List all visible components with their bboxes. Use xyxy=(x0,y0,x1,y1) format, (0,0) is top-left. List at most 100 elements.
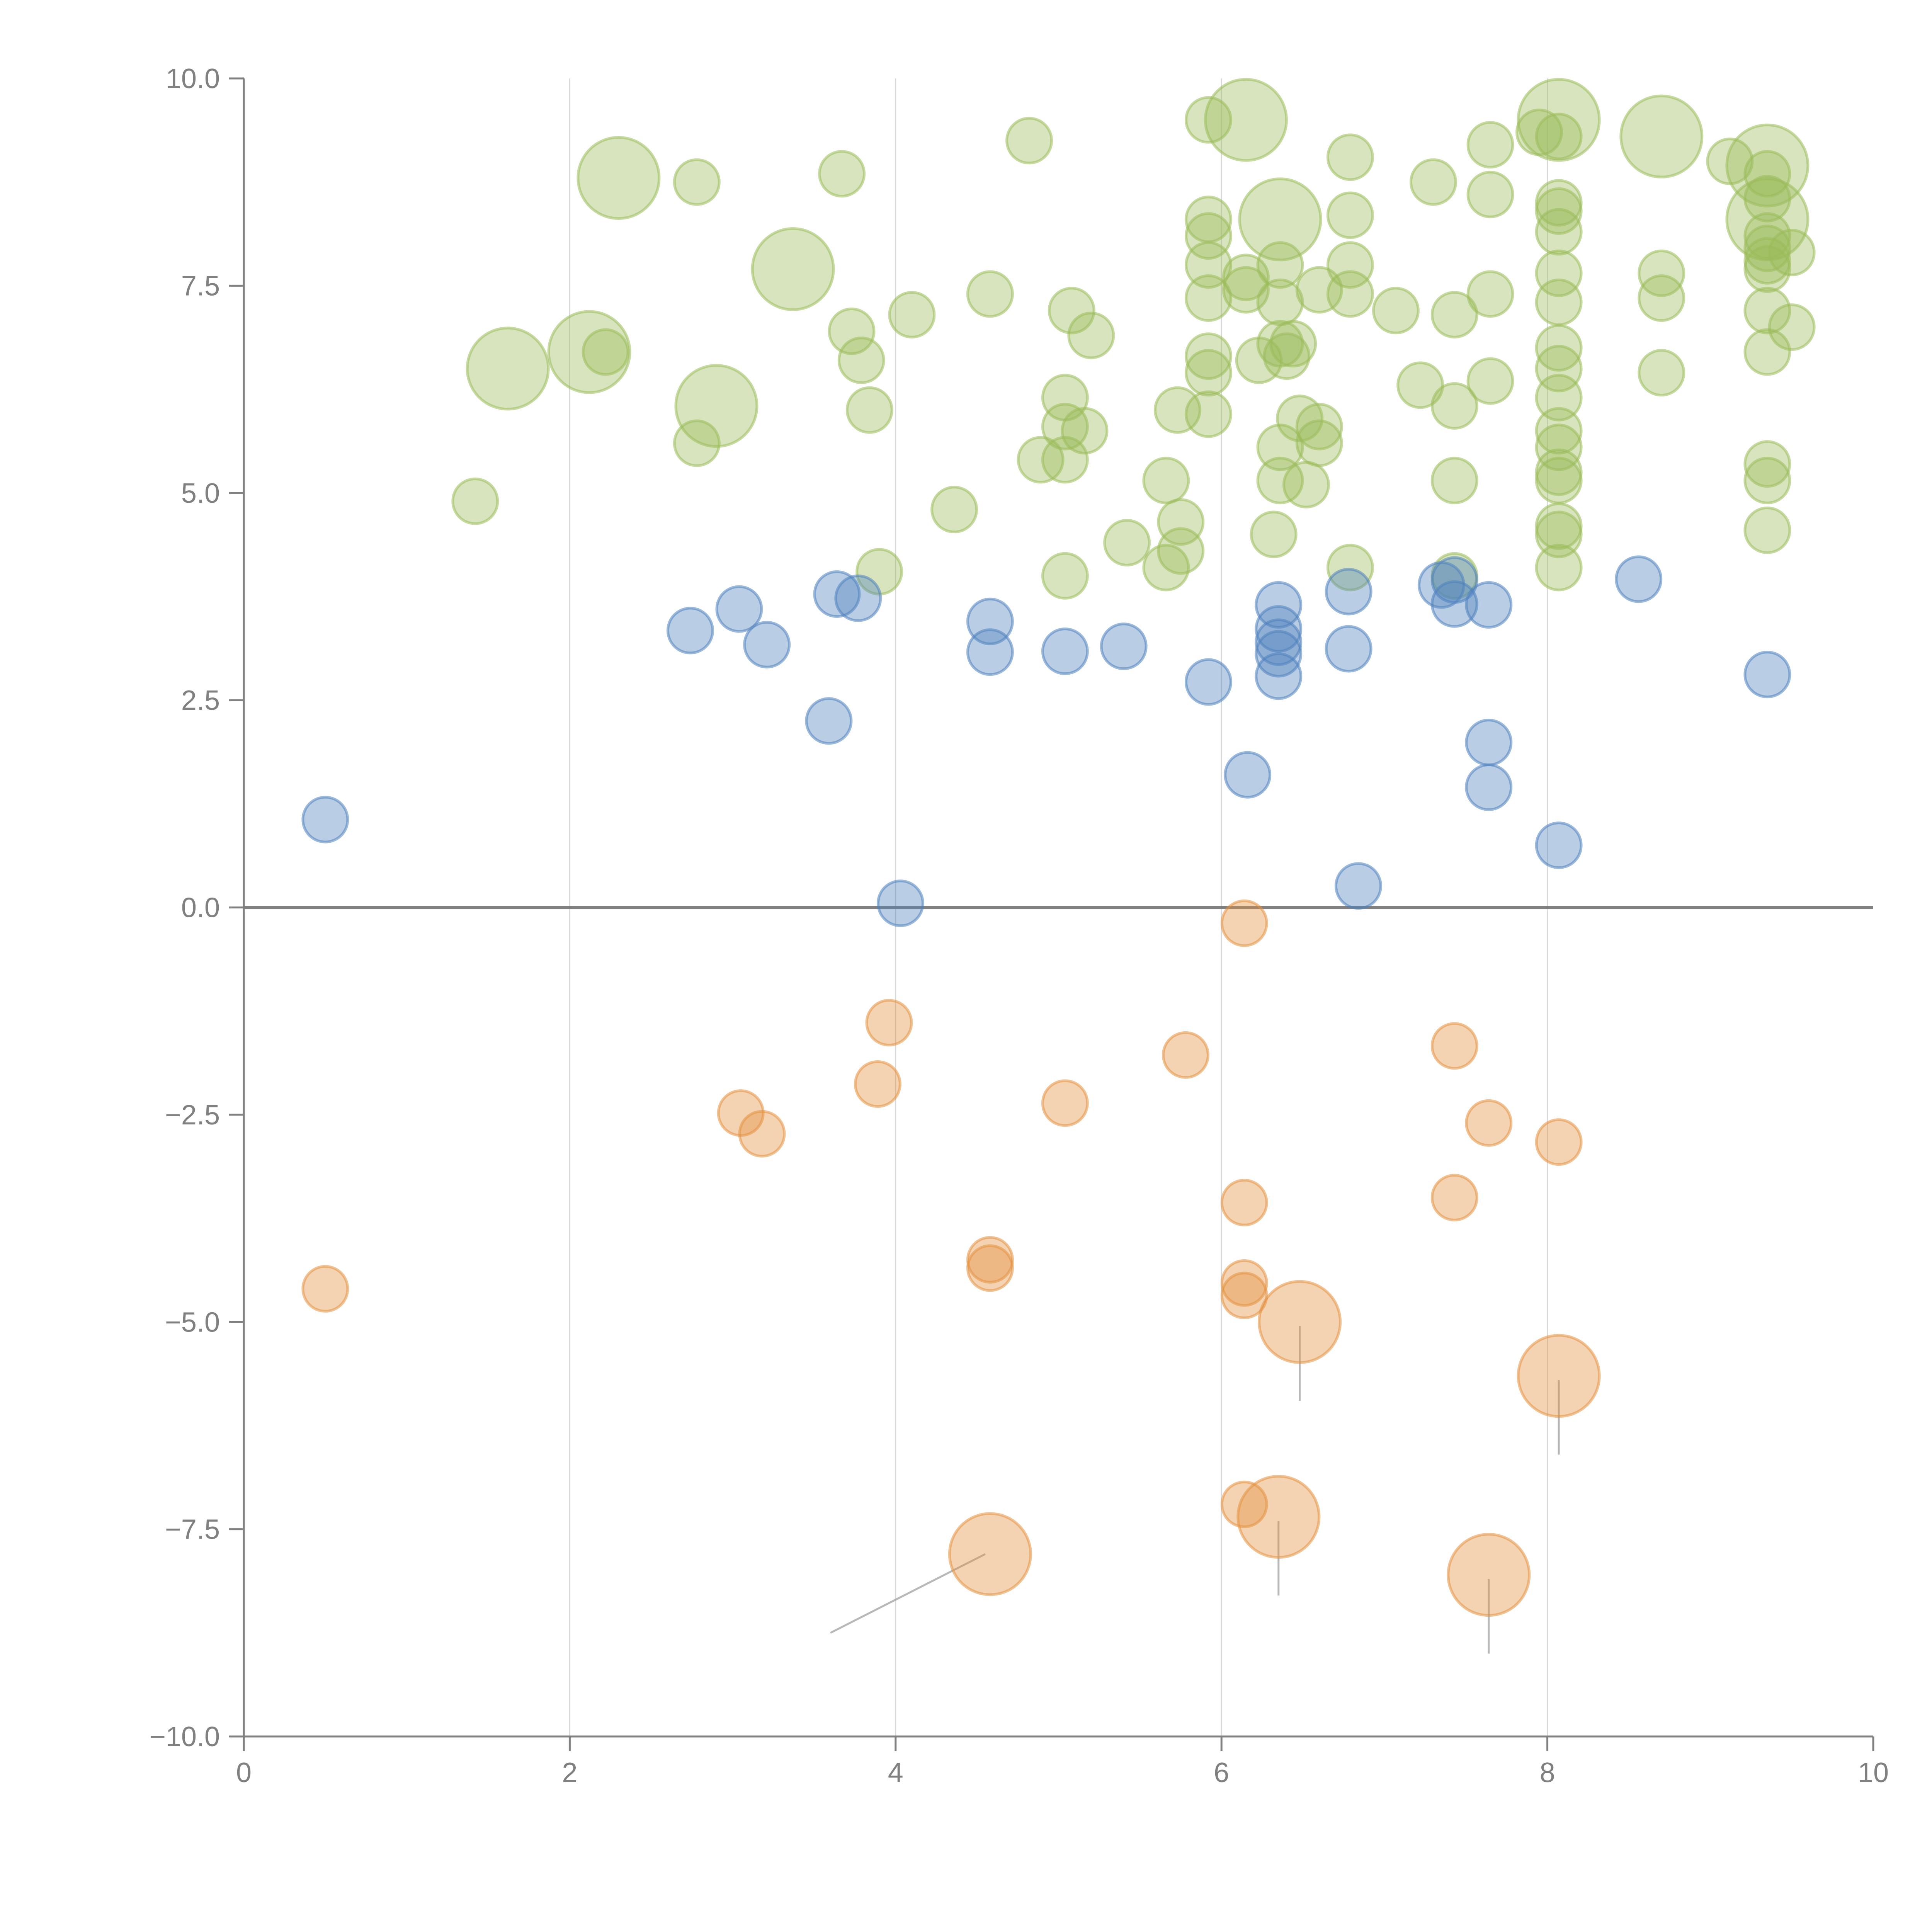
bubble-green xyxy=(1535,544,1583,592)
bubble-green xyxy=(818,150,866,198)
bubble-orange xyxy=(301,1265,349,1313)
bubble-green xyxy=(547,310,631,394)
bubble-blue xyxy=(876,879,924,927)
bubble-green xyxy=(1743,175,1791,223)
bubble-blue xyxy=(834,574,882,622)
bubble-green xyxy=(1743,506,1791,554)
bubble-green xyxy=(1263,332,1311,380)
bubble-green xyxy=(1061,407,1109,455)
bubble-green xyxy=(1184,274,1232,322)
bubble-green xyxy=(1103,519,1151,566)
y-tick-label: 7.5 xyxy=(181,270,220,301)
bubble-blue xyxy=(1334,862,1382,910)
bubble-green xyxy=(1743,287,1791,335)
bubble-blue xyxy=(1615,555,1663,603)
x-tick-label: 0 xyxy=(236,1757,252,1788)
bubble-green xyxy=(1535,510,1583,558)
bubble-green xyxy=(1184,96,1232,144)
y-axis-ticks: −10.0 −7.5 −5.0 −2.5 0.0 2.5 5.0 7.5 10.0 xyxy=(150,63,244,1752)
bubble-orange xyxy=(1236,1475,1321,1559)
bubble-blue xyxy=(743,621,791,668)
bubble-green xyxy=(1430,291,1478,338)
bubble-blue xyxy=(1224,751,1272,799)
bubble-green xyxy=(1466,357,1514,405)
x-tick-label: 8 xyxy=(1540,1757,1555,1788)
bubble-green xyxy=(1743,245,1791,293)
bubble-green xyxy=(451,477,499,525)
bubble-orange xyxy=(738,1110,786,1158)
bubble-green xyxy=(1326,544,1374,592)
bubble-orange xyxy=(1258,1280,1342,1364)
bubble-green xyxy=(1743,212,1791,260)
bubble-blue xyxy=(1041,628,1089,675)
x-tick-label: 6 xyxy=(1214,1757,1229,1788)
x-tick-label: 4 xyxy=(888,1757,903,1788)
bubble-blue xyxy=(1465,763,1513,811)
x-tick-label: 2 xyxy=(562,1757,577,1788)
bubble-green xyxy=(1250,510,1298,558)
bubble-green xyxy=(1743,328,1791,376)
bubble-orange xyxy=(1447,1533,1531,1617)
bubble-green xyxy=(1535,208,1583,256)
bubble-green xyxy=(1396,361,1444,409)
bubble-green xyxy=(1430,457,1478,505)
y-tick-label: 10.0 xyxy=(166,63,220,94)
bubble-blue xyxy=(1100,622,1148,670)
bubble-green xyxy=(1638,349,1685,397)
bubble-green xyxy=(1326,241,1374,289)
bubble-green xyxy=(888,291,936,338)
bubble-blue xyxy=(1743,651,1791,699)
bubble-green xyxy=(1535,187,1583,235)
bubble-orange xyxy=(1430,1022,1478,1070)
bubble-green xyxy=(1535,457,1583,505)
bubble-green xyxy=(1535,374,1583,422)
bubble-orange xyxy=(1465,1099,1513,1147)
bubble-green xyxy=(1295,419,1343,467)
bubble-green xyxy=(1256,241,1304,289)
bubble-green xyxy=(1517,78,1601,162)
bubble-orange xyxy=(1220,1179,1268,1226)
bubble-green xyxy=(1041,436,1089,484)
bubble-green xyxy=(1535,112,1583,160)
bubble-green xyxy=(1157,527,1205,575)
bubble-green xyxy=(1295,266,1343,314)
bubble-green xyxy=(1768,303,1816,351)
bubble-blue xyxy=(966,628,1014,676)
bubble-orange xyxy=(1220,1272,1268,1320)
bubble-green xyxy=(1326,270,1374,318)
bubble-blue xyxy=(1430,580,1478,628)
bubble-green xyxy=(1184,349,1232,397)
y-tick-label: −2.5 xyxy=(165,1100,220,1131)
bubble-green xyxy=(1535,278,1583,326)
y-tick-label: 0.0 xyxy=(181,893,220,923)
bubble-green xyxy=(1638,249,1685,297)
bubble-blue xyxy=(1255,618,1303,666)
y-tick-label: 5.0 xyxy=(181,478,220,509)
bubble-blue xyxy=(1255,652,1303,700)
bubble-green xyxy=(1269,320,1317,368)
bubble-green xyxy=(1017,436,1065,484)
bubble-green xyxy=(673,158,721,206)
bubble-green xyxy=(1142,457,1190,505)
bubble-green xyxy=(674,364,759,448)
y-tick-label: −7.5 xyxy=(165,1514,220,1545)
bubble-green xyxy=(1184,241,1232,289)
bubble-green xyxy=(1409,158,1457,206)
bubble-green xyxy=(1535,423,1583,471)
bubble-blue xyxy=(805,697,853,745)
bubble-green xyxy=(1184,212,1232,260)
bubble-green xyxy=(1466,170,1514,218)
bubble-blue xyxy=(1325,568,1372,616)
bubble-green xyxy=(1282,461,1330,509)
bubble-green xyxy=(1372,287,1420,335)
bubble-blue xyxy=(301,796,349,844)
bubble-green xyxy=(1326,133,1374,181)
bubble-green xyxy=(1157,498,1205,546)
bubble-green xyxy=(751,227,835,311)
bubble-green xyxy=(930,486,978,534)
bubble-orange xyxy=(948,1512,1032,1596)
y-tick-label: −5.0 xyxy=(165,1307,220,1338)
bubble-green xyxy=(1535,324,1583,372)
bubble-green xyxy=(1743,224,1791,272)
bubble-orange xyxy=(1517,1334,1601,1418)
